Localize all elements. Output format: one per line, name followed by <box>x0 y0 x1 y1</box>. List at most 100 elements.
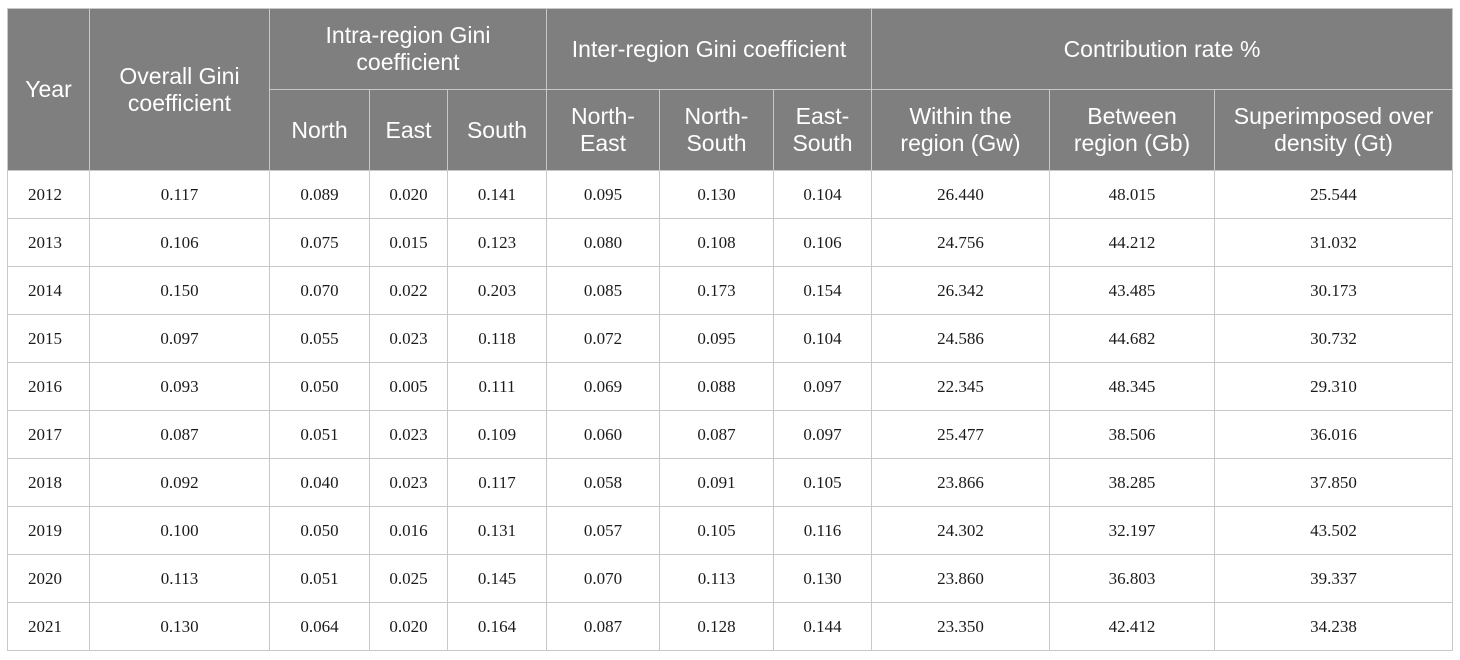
cell-north: 0.064 <box>269 602 370 651</box>
cell-gb: 43.485 <box>1049 266 1215 315</box>
cell-overall: 0.117 <box>89 170 270 219</box>
cell-north: 0.051 <box>269 554 370 603</box>
cell-east-south: 0.097 <box>773 362 872 411</box>
cell-east-south: 0.097 <box>773 410 872 459</box>
cell-gw: 24.302 <box>871 506 1050 555</box>
cell-north-south: 0.091 <box>659 458 774 507</box>
cell-south: 0.111 <box>447 362 547 411</box>
table-body: 2012 0.117 0.089 0.020 0.141 0.095 0.130 0.104 2… <box>7 170 1454 651</box>
header-north-east: North-East <box>546 89 660 171</box>
cell-east: 0.016 <box>369 506 448 555</box>
cell-north: 0.050 <box>269 362 370 411</box>
cell-east: 0.005 <box>369 362 448 411</box>
cell-south: 0.203 <box>447 266 547 315</box>
table-row: 2012 0.117 0.089 0.020 0.141 0.095 0.130 0.104 2… <box>7 170 1454 219</box>
cell-east: 0.023 <box>369 458 448 507</box>
gini-table-container: Year Overall Gini coefficient Intra-regi… <box>7 8 1454 651</box>
header-inter-region: Inter-region Gini coefficient <box>546 8 872 90</box>
cell-south: 0.145 <box>447 554 547 603</box>
cell-gb: 44.212 <box>1049 218 1215 267</box>
cell-south: 0.123 <box>447 218 547 267</box>
cell-overall: 0.087 <box>89 410 270 459</box>
cell-north: 0.050 <box>269 506 370 555</box>
cell-gt: 31.032 <box>1213 218 1454 267</box>
cell-year: 2018 <box>7 458 90 507</box>
header-within-region-gw: Within the region (Gw) <box>871 89 1050 171</box>
cell-east: 0.020 <box>369 602 448 651</box>
cell-gt: 34.238 <box>1213 602 1454 651</box>
cell-gw: 26.342 <box>871 266 1050 315</box>
cell-gt: 43.502 <box>1213 506 1454 555</box>
cell-gb: 36.803 <box>1049 554 1215 603</box>
table-row: 2017 0.087 0.051 0.023 0.109 0.060 0.087 0.097 2… <box>7 410 1454 459</box>
cell-gt: 29.310 <box>1213 362 1454 411</box>
cell-east-south: 0.106 <box>773 218 872 267</box>
cell-north-east: 0.060 <box>546 410 660 459</box>
cell-gw: 25.477 <box>871 410 1050 459</box>
cell-south: 0.164 <box>447 602 547 651</box>
cell-year: 2021 <box>7 602 90 651</box>
table-row: 2018 0.092 0.040 0.023 0.117 0.058 0.091 0.105 2… <box>7 458 1454 507</box>
cell-gt: 30.173 <box>1213 266 1454 315</box>
table-row: 2016 0.093 0.050 0.005 0.111 0.069 0.088 0.097 2… <box>7 362 1454 411</box>
cell-east: 0.023 <box>369 314 448 363</box>
cell-east-south: 0.130 <box>773 554 872 603</box>
header-south: South <box>447 89 547 171</box>
cell-north-east: 0.072 <box>546 314 660 363</box>
header-contribution-rate: Contribution rate % <box>870 8 1454 90</box>
cell-gb: 32.197 <box>1049 506 1215 555</box>
cell-north-south: 0.108 <box>659 218 774 267</box>
cell-gb: 38.285 <box>1049 458 1215 507</box>
cell-gb: 42.412 <box>1049 602 1215 651</box>
cell-gt: 39.337 <box>1213 554 1454 603</box>
header-east: East <box>369 89 448 171</box>
cell-gw: 26.440 <box>871 170 1050 219</box>
cell-north: 0.089 <box>269 170 370 219</box>
cell-east-south: 0.116 <box>773 506 872 555</box>
cell-gt: 36.016 <box>1213 410 1454 459</box>
header-overall-gini: Overall Gini coefficient <box>89 8 270 171</box>
cell-gb: 44.682 <box>1049 314 1215 363</box>
cell-east: 0.022 <box>369 266 448 315</box>
table-row: 2021 0.130 0.064 0.020 0.164 0.087 0.128 0.144 2… <box>7 602 1454 651</box>
cell-north-south: 0.173 <box>659 266 774 315</box>
cell-gw: 24.756 <box>871 218 1050 267</box>
header-superimposed-gt: Superimposed over density (Gt) <box>1213 89 1454 171</box>
cell-overall: 0.130 <box>89 602 270 651</box>
cell-north-south: 0.088 <box>659 362 774 411</box>
cell-east-south: 0.105 <box>773 458 872 507</box>
table-row: 2014 0.150 0.070 0.022 0.203 0.085 0.173 0.154 2… <box>7 266 1454 315</box>
cell-year: 2014 <box>7 266 90 315</box>
cell-year: 2015 <box>7 314 90 363</box>
cell-gw: 23.350 <box>871 602 1050 651</box>
table-header: Year Overall Gini coefficient Intra-regi… <box>7 8 1454 171</box>
cell-east-south: 0.144 <box>773 602 872 651</box>
cell-gb: 48.345 <box>1049 362 1215 411</box>
header-row-sub: North East South North-East North-South … <box>8 89 1454 171</box>
cell-north-east: 0.058 <box>546 458 660 507</box>
cell-north: 0.040 <box>269 458 370 507</box>
table-row: 2019 0.100 0.050 0.016 0.131 0.057 0.105 0.116 2… <box>7 506 1454 555</box>
table-row: 2015 0.097 0.055 0.023 0.118 0.072 0.095 0.104 2… <box>7 314 1454 363</box>
cell-overall: 0.150 <box>89 266 270 315</box>
cell-overall: 0.097 <box>89 314 270 363</box>
cell-year: 2019 <box>7 506 90 555</box>
header-intra-region: Intra-region Gini coefficient <box>269 8 547 90</box>
cell-south: 0.109 <box>447 410 547 459</box>
cell-gt: 30.732 <box>1213 314 1454 363</box>
header-north-south: North-South <box>659 89 774 171</box>
cell-gt: 37.850 <box>1213 458 1454 507</box>
cell-year: 2016 <box>7 362 90 411</box>
cell-south: 0.141 <box>447 170 547 219</box>
cell-gb: 48.015 <box>1049 170 1215 219</box>
cell-north-east: 0.085 <box>546 266 660 315</box>
cell-east: 0.020 <box>369 170 448 219</box>
cell-north: 0.055 <box>269 314 370 363</box>
cell-north-south: 0.087 <box>659 410 774 459</box>
cell-north-east: 0.069 <box>546 362 660 411</box>
cell-north-east: 0.070 <box>546 554 660 603</box>
cell-overall: 0.093 <box>89 362 270 411</box>
cell-gw: 22.345 <box>871 362 1050 411</box>
cell-north: 0.070 <box>269 266 370 315</box>
header-east-south: East-South <box>773 89 872 171</box>
